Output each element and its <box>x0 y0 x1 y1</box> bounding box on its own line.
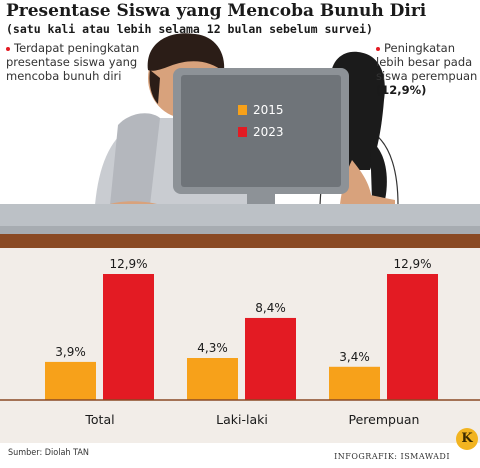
bullet-icon <box>376 46 380 51</box>
legend-label-2015: 2015 <box>253 103 284 117</box>
legend-item-2015: 2015 <box>238 103 284 117</box>
bar-laki-laki-2023 <box>245 317 296 400</box>
kompas-logo: K <box>456 428 478 450</box>
category-label-laki-laki: Laki-laki <box>216 412 268 427</box>
category-label-perempuan: Perempuan <box>349 412 420 427</box>
data-label-perempuan-2023: 12,9% <box>393 257 431 271</box>
legend-swatch-2015 <box>238 105 247 115</box>
desk-wood <box>0 234 480 248</box>
legend-item-2023: 2023 <box>238 125 284 139</box>
data-label-laki-laki-2023: 8,4% <box>255 301 286 315</box>
bullet-icon <box>6 46 10 51</box>
note-left-text: Terdapat peningkatan presentase siswa ya… <box>6 41 140 83</box>
data-label-laki-laki-2015: 4,3% <box>197 341 228 355</box>
bar-chart: 3,9% 12,9% Total 4,3% 8,4% Laki-laki 3,4% 12,9%… <box>45 257 438 427</box>
note-right: Peningkatan lebih besar pada siswa perem… <box>376 41 480 97</box>
data-label-perempuan-2015: 3,4% <box>339 350 370 364</box>
chart-title: Presentase Siswa yang Mencoba Bunuh Diri <box>6 1 427 21</box>
bar-perempuan-2015 <box>329 366 380 400</box>
legend-swatch-2023 <box>238 127 247 137</box>
data-label-total-2023: 12,9% <box>109 257 147 271</box>
legend-label-2023: 2023 <box>253 125 284 139</box>
bar-laki-laki-2015 <box>187 358 238 400</box>
bar-total-2023 <box>103 274 154 400</box>
credit-note: INFOGRAFIK: ISMAWADI <box>334 452 450 461</box>
note-right-value: (12,9%) <box>376 83 427 97</box>
note-right-text: Peningkatan lebih besar pada siswa perem… <box>376 41 478 83</box>
data-label-total-2015: 3,9% <box>55 345 86 359</box>
desk-edge <box>0 226 480 234</box>
category-label-total: Total <box>84 412 114 427</box>
bar-perempuan-2023 <box>387 274 438 400</box>
bar-total-2015 <box>45 361 96 400</box>
chart-subtitle: (satu kali atau lebih selama 12 bulan se… <box>6 22 373 36</box>
source-note: Sumber: Diolah TAN <box>8 448 89 458</box>
note-left: Terdapat peningkatan presentase siswa ya… <box>6 41 156 83</box>
